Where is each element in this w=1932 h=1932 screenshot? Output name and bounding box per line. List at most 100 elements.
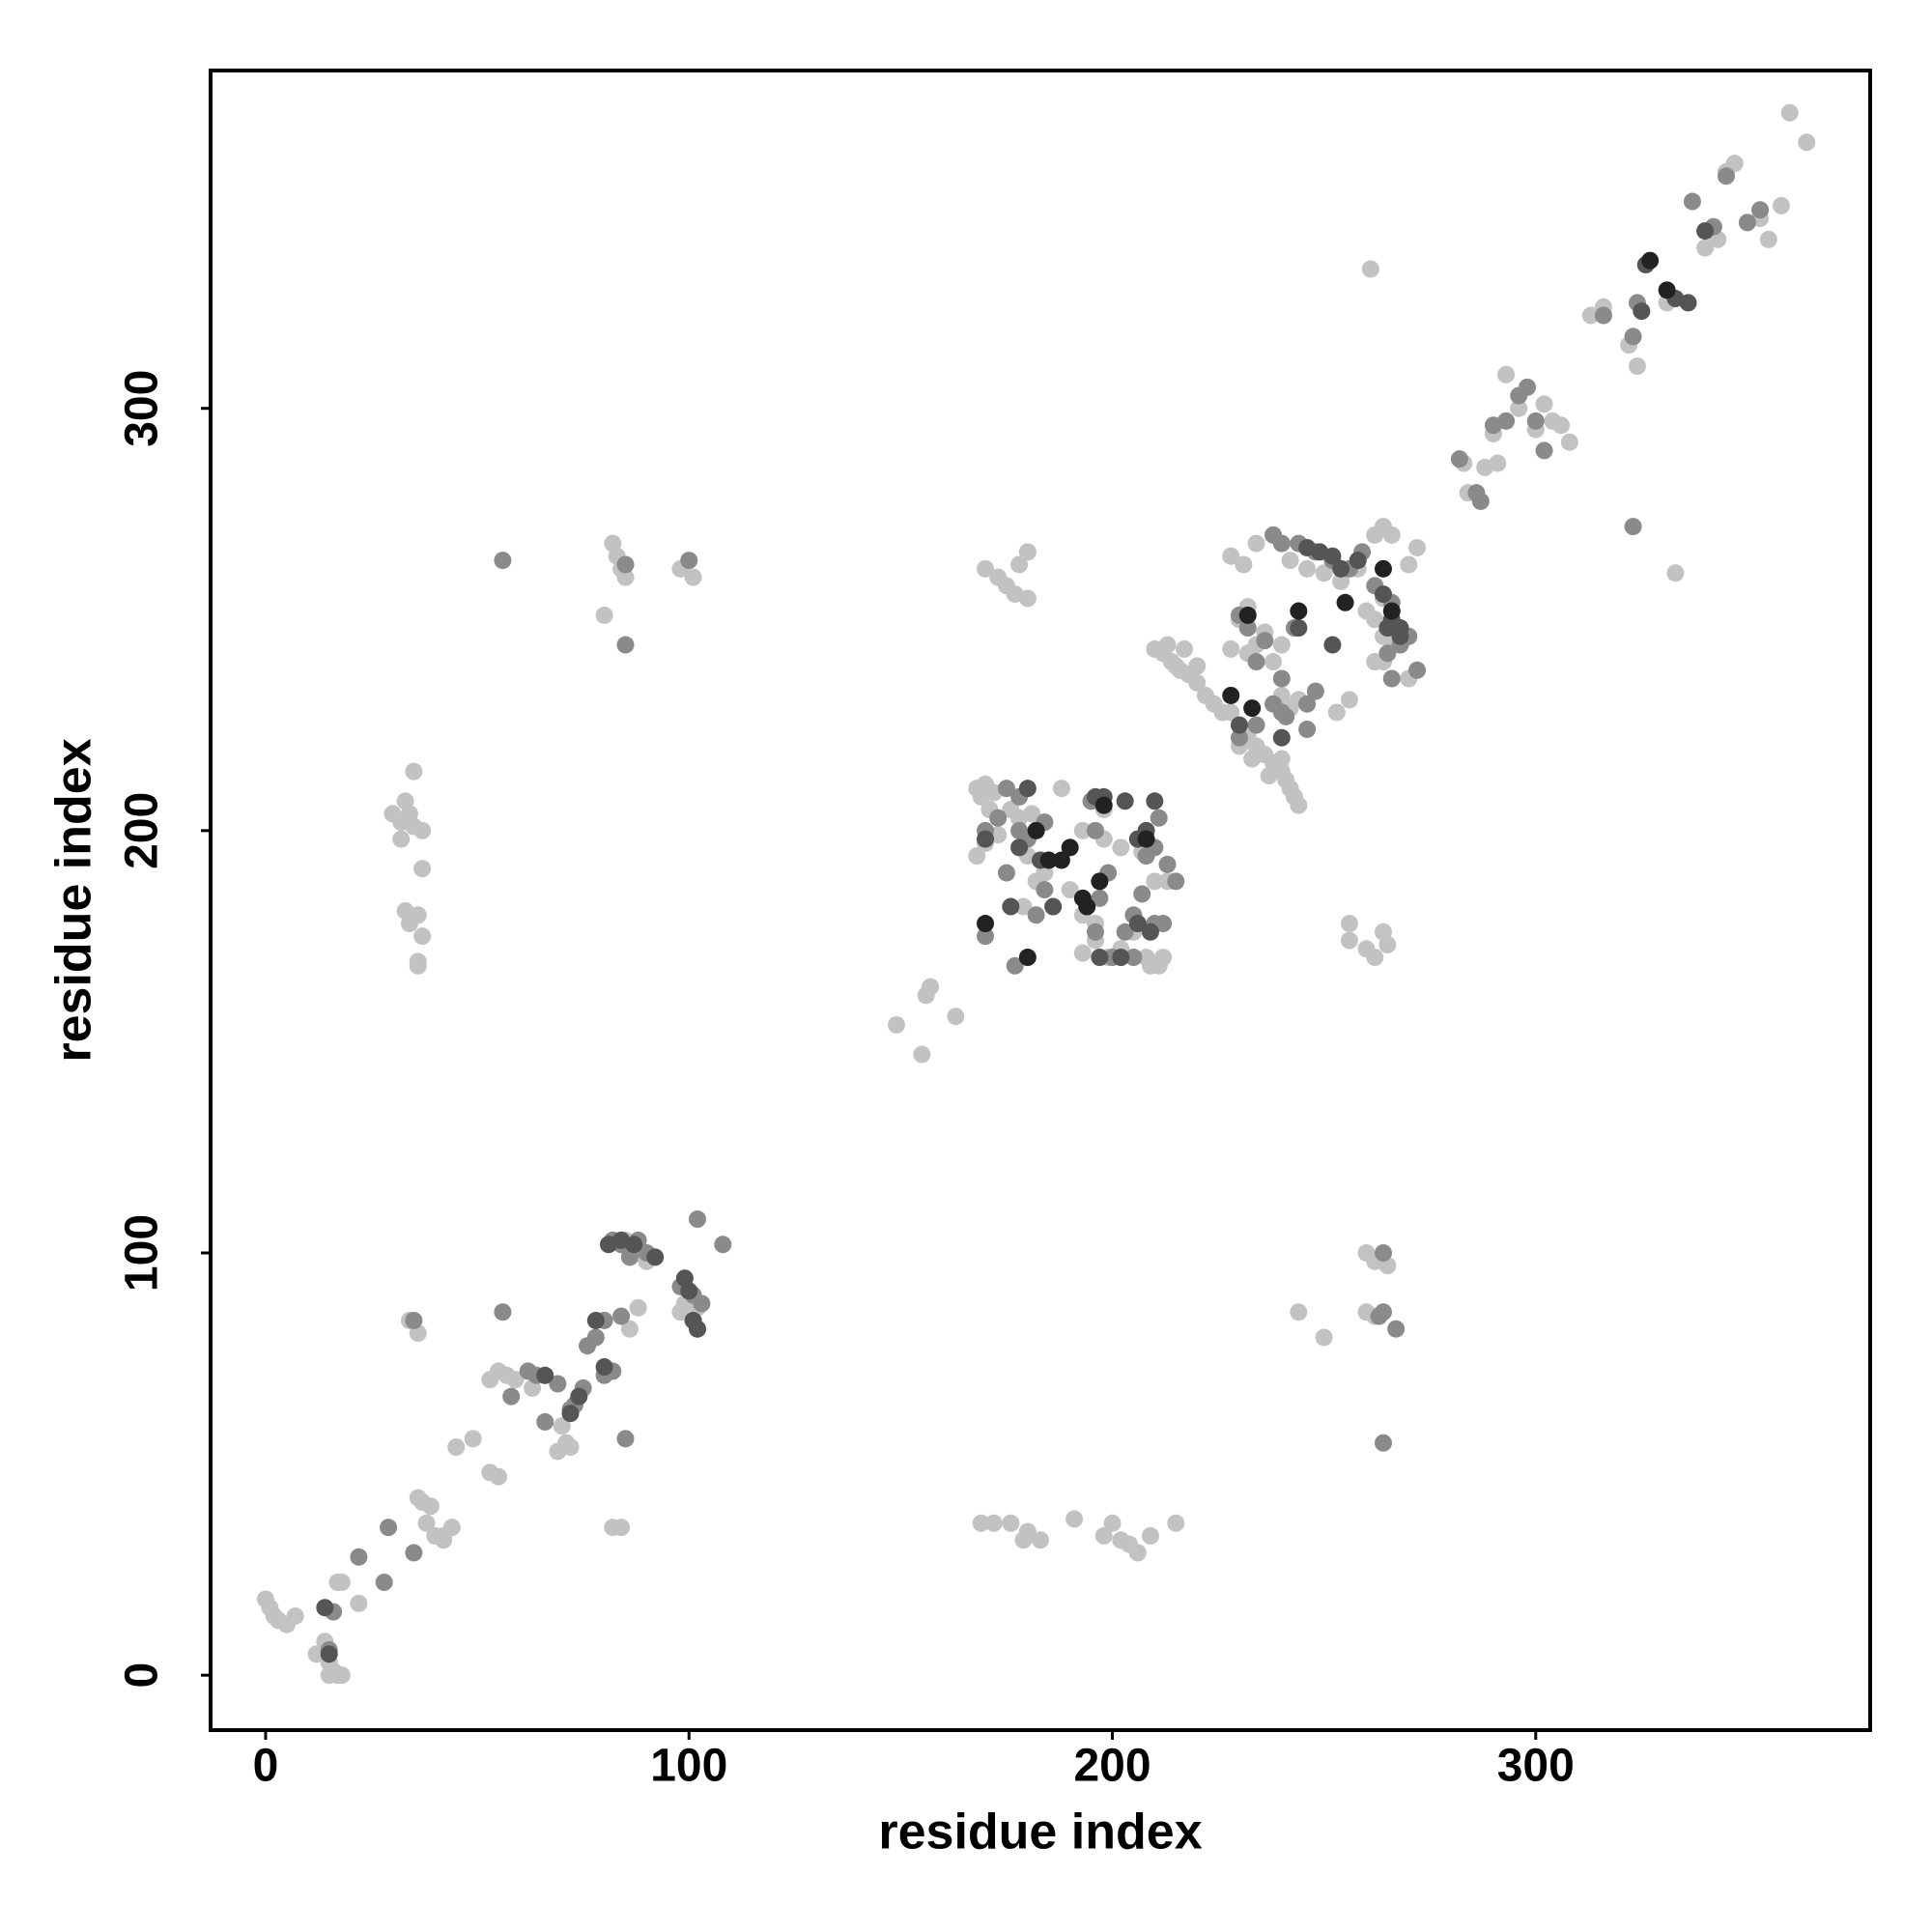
contact-point xyxy=(1061,838,1079,857)
x-axis-title: residue index xyxy=(878,1804,1202,1861)
contact-point xyxy=(1717,167,1735,185)
contact-point xyxy=(1552,416,1571,435)
contact-point xyxy=(1010,555,1029,574)
contact-point xyxy=(1078,897,1096,916)
contact-point xyxy=(984,1514,1003,1532)
contact-point xyxy=(442,1519,461,1537)
contact-point xyxy=(1387,1320,1406,1338)
contact-point xyxy=(1323,547,1342,565)
y-tick-label: 200 xyxy=(117,792,168,869)
contact-point xyxy=(1052,780,1070,798)
contact-point xyxy=(1133,885,1151,903)
contact-point xyxy=(887,1015,905,1034)
contact-point xyxy=(977,927,995,946)
contact-point xyxy=(494,1303,512,1321)
contact-point xyxy=(350,1594,368,1612)
contact-point xyxy=(421,1497,440,1516)
contact-point xyxy=(595,606,613,624)
contact-point xyxy=(1272,750,1291,768)
contact-point xyxy=(1256,632,1274,650)
contact-point xyxy=(689,1210,707,1229)
contact-point xyxy=(1247,534,1265,553)
contact-point xyxy=(1408,538,1427,556)
contact-point xyxy=(1222,703,1240,722)
contact-point xyxy=(1696,222,1715,241)
contact-point xyxy=(1315,564,1333,582)
contact-point xyxy=(536,1366,554,1384)
contact-point xyxy=(1243,750,1262,768)
contact-point xyxy=(972,1514,990,1532)
contact-point xyxy=(1167,872,1185,891)
contact-point xyxy=(977,830,995,848)
contact-point xyxy=(1560,433,1578,451)
contact-point xyxy=(1391,627,1409,645)
contact-point xyxy=(684,568,702,586)
contact-point xyxy=(968,847,986,866)
contact-point xyxy=(1679,294,1697,312)
contact-point xyxy=(561,1405,580,1423)
contact-point xyxy=(1628,357,1646,376)
contact-point xyxy=(1340,915,1358,933)
contact-point xyxy=(409,956,427,975)
contact-point xyxy=(413,927,432,946)
contact-point xyxy=(1141,1526,1159,1545)
contact-point xyxy=(1290,796,1308,814)
contact-point xyxy=(1290,602,1308,620)
contact-point xyxy=(1091,889,1109,907)
contact-point xyxy=(1471,492,1490,510)
contact-point xyxy=(1158,855,1177,873)
contact-point xyxy=(1116,792,1134,810)
contact-point xyxy=(1124,949,1143,967)
contact-point xyxy=(413,821,432,839)
contact-point xyxy=(1298,720,1317,738)
contact-point xyxy=(1510,399,1528,417)
contact-point xyxy=(1332,572,1350,590)
contact-point xyxy=(1044,897,1063,916)
contact-point xyxy=(316,1599,334,1617)
contact-point xyxy=(1641,251,1660,270)
contact-point xyxy=(1366,949,1384,967)
contact-point xyxy=(693,1294,711,1313)
y-tick-label: 0 xyxy=(117,1662,168,1689)
contact-point xyxy=(977,559,995,578)
contact-point xyxy=(405,1311,423,1329)
contact-point xyxy=(1014,1531,1033,1549)
contact-point xyxy=(689,1320,707,1338)
contact-point xyxy=(1378,644,1397,663)
contact-point xyxy=(1112,949,1130,967)
contact-point xyxy=(1489,454,1507,472)
contact-point xyxy=(1222,686,1240,704)
contact-point xyxy=(1094,1526,1113,1545)
contact-point xyxy=(1340,691,1358,709)
contact-point xyxy=(1408,661,1427,679)
contact-point xyxy=(447,1438,466,1457)
contact-point xyxy=(1222,547,1240,565)
contact-point xyxy=(1247,653,1265,671)
contact-point xyxy=(286,1606,304,1625)
contact-point xyxy=(1027,821,1045,839)
contact-point xyxy=(1361,260,1379,278)
contact-point xyxy=(464,1430,482,1448)
contact-point xyxy=(1243,699,1262,718)
contact-point xyxy=(380,1519,398,1537)
contact-point xyxy=(1581,306,1600,325)
contact-point xyxy=(1378,935,1397,953)
contact-point xyxy=(1374,559,1392,578)
contact-point xyxy=(1281,552,1299,570)
contact-point xyxy=(1039,851,1058,869)
contact-point xyxy=(1014,897,1033,916)
contact-point xyxy=(1094,796,1113,814)
contact-point xyxy=(1167,1514,1185,1532)
contact-point xyxy=(1073,944,1092,962)
contact-point xyxy=(1366,611,1384,629)
plot-frame xyxy=(209,69,1872,1732)
contact-point xyxy=(494,552,512,570)
contact-point xyxy=(1128,915,1147,933)
contact-point xyxy=(997,864,1015,882)
contact-point xyxy=(1018,589,1037,608)
contact-point xyxy=(1002,897,1020,916)
contact-point xyxy=(1065,1510,1084,1528)
contact-point xyxy=(1188,673,1207,692)
contact-point xyxy=(1247,716,1265,734)
